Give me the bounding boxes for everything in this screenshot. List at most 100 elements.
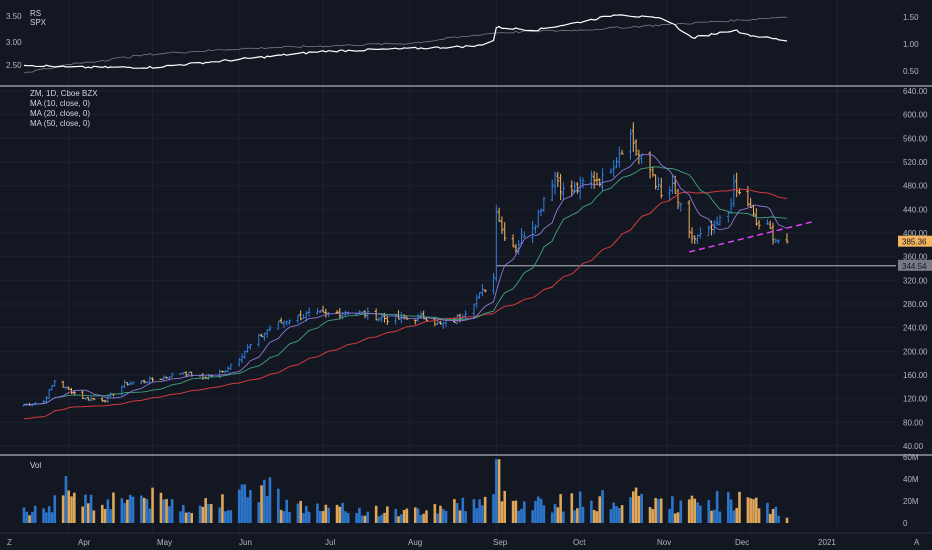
volume-bar (47, 506, 51, 523)
volume-bar (386, 506, 389, 523)
volume-bar (240, 484, 244, 523)
volume-bar (324, 504, 328, 523)
volume-bar (634, 487, 638, 523)
volume-bar (25, 511, 29, 523)
volume-bars (22, 459, 789, 523)
volume-bar (749, 498, 752, 523)
volume-bar (142, 497, 146, 523)
rs-right-tick: 1.00 (903, 40, 919, 49)
volume-bar (520, 508, 523, 523)
volume-bar (243, 484, 247, 523)
volume-bar (542, 505, 546, 523)
time-label: Oct (573, 538, 586, 547)
volume-bar (495, 459, 498, 523)
volume-bar (553, 504, 557, 523)
trendline[interactable] (689, 220, 816, 253)
volume-bar (534, 500, 537, 523)
volume-bar (162, 499, 166, 523)
volume-bar (609, 509, 613, 523)
price-tick: 160.00 (903, 371, 928, 380)
price-tick: 480.00 (903, 182, 928, 191)
volume-bar (221, 494, 224, 523)
volume-bar (517, 510, 520, 523)
volume-bar (492, 494, 495, 523)
volume-bar (727, 492, 730, 523)
volume-bar (556, 507, 560, 523)
volume-bar (335, 504, 339, 523)
volume-bar (327, 507, 330, 523)
volume-bar (707, 500, 711, 523)
volume-bar (184, 512, 188, 523)
volume-bar (483, 496, 487, 523)
volume-bar (536, 496, 540, 523)
rs-left-tick: 3.50 (6, 12, 22, 21)
chart-grid (0, 0, 896, 533)
volume-bar (285, 499, 289, 523)
volume-bar (497, 459, 501, 523)
volume-bar (207, 503, 210, 523)
volume-bar (441, 509, 445, 523)
volume-bar (693, 498, 697, 523)
time-label: Jun (239, 538, 252, 547)
volume-bar (140, 495, 143, 523)
volume-bar (28, 515, 31, 523)
volume-bar (718, 511, 722, 523)
volume-bar (257, 502, 261, 523)
volume-bar (282, 511, 286, 523)
volume-tick: 20M (903, 497, 919, 506)
volume-bar (45, 512, 48, 523)
volume-bar (209, 504, 213, 523)
volume-bar (668, 508, 671, 523)
price-tick: 320.00 (903, 276, 928, 285)
timezone-icon[interactable]: Z (7, 538, 12, 547)
price-tick: 440.00 (903, 205, 928, 214)
volume-bar (422, 513, 425, 523)
time-axis[interactable]: Apr May Jun Jul Aug Sep Oct Nov Dec 2021… (7, 538, 920, 547)
volume-bar (307, 511, 311, 523)
volume-bar (42, 508, 45, 523)
volume-bar (439, 505, 442, 523)
time-label: Sep (493, 538, 508, 547)
volume-bar (296, 503, 300, 523)
volume-bar (768, 513, 772, 523)
volume-bar (67, 490, 71, 523)
price-tick: 640.00 (903, 87, 928, 96)
price-axis[interactable]: 640.00 600.00 560.00 520.00 480.00 440.00 400.… (903, 87, 928, 451)
volume-bar (265, 496, 269, 523)
auto-scale-icon[interactable]: A (914, 538, 920, 547)
volume-bar (562, 511, 565, 523)
rs-legend-rs: RS (30, 9, 41, 18)
volume-bar (363, 515, 367, 523)
volume-bar (679, 500, 683, 523)
volume-bar (715, 490, 719, 523)
volume-bar (631, 491, 635, 523)
price-pane[interactable]: ZM, 1D, Cboe BZX MA (10, close, 0) MA (2… (22, 87, 932, 451)
volume-bar (774, 506, 778, 523)
volume-pane[interactable]: Vol 60M 40M 20M 0 (22, 453, 919, 528)
volume-bar (380, 514, 384, 523)
volume-bar (710, 510, 713, 523)
volume-bar (249, 490, 252, 523)
volume-bar (629, 497, 632, 523)
volume-bar (229, 510, 233, 523)
volume-bar (70, 496, 73, 523)
price-tick: 520.00 (903, 158, 928, 167)
volume-bar (400, 514, 403, 523)
volume-bar (109, 509, 112, 523)
price-tick: 360.00 (903, 253, 928, 262)
volume-bar (522, 501, 526, 523)
volume-bar (288, 511, 291, 523)
volume-bar (179, 511, 182, 523)
volume-bar (81, 506, 84, 523)
volume-bar (699, 505, 702, 523)
volume-bar (657, 499, 660, 523)
volume-bar (302, 513, 305, 523)
rs-pane[interactable]: RS SPX 3.50 3.00 2.50 1.50 1.00 0.50 (6, 9, 919, 76)
volume-bar (620, 505, 624, 523)
time-label: Jul (325, 538, 335, 547)
time-label: Aug (408, 538, 422, 547)
volume-bar (444, 511, 448, 523)
volume-bar (338, 506, 342, 523)
